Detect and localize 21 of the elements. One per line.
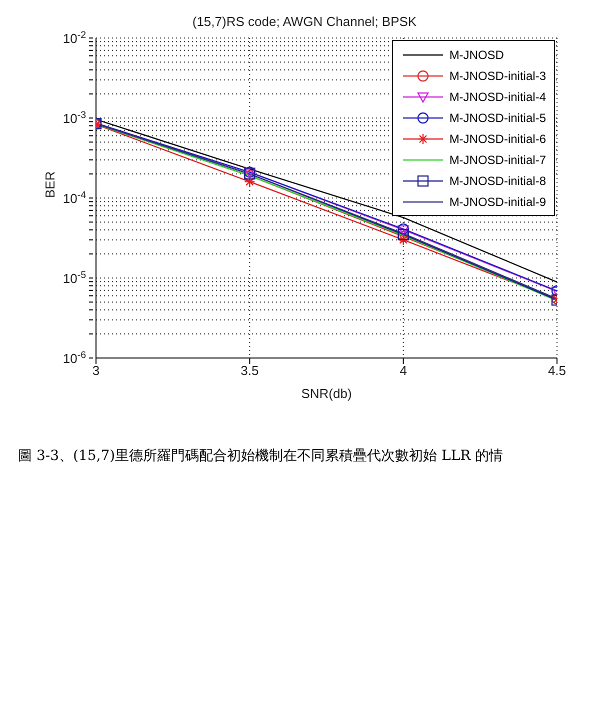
legend-label: M-JNOSD-initial-9 — [449, 194, 546, 208]
legend-label: M-JNOSD-initial-8 — [449, 174, 546, 188]
y-axis-title: BER — [42, 171, 58, 198]
chart-title: (15,7)RS code; AWGN Channel; BPSK — [192, 14, 417, 29]
y-tick-label: 10$^{-5}$ — [62, 270, 87, 286]
legend-label: M-JNOSD-initial-4 — [449, 90, 546, 104]
y-tick-label: 10$^{-2}$ — [62, 30, 86, 46]
legend-label: M-JNOSD-initial-7 — [449, 152, 546, 166]
legend-label: M-JNOSD — [449, 48, 504, 62]
caption: 圖 3-3、(15,7)里德所羅門碼配合初始機制在不同累積疊代次數初始 LLR 的情 — [17, 447, 504, 466]
legend-label: M-JNOSD-initial-3 — [449, 68, 546, 82]
x-tick-label: 3.5 — [240, 363, 259, 378]
x-tick-label: 3 — [92, 363, 100, 378]
x-axis-title: SNR(db) — [301, 386, 352, 401]
x-tick-label: 4.5 — [548, 363, 566, 378]
x-tick-label: 4 — [400, 363, 407, 378]
legend-label: M-JNOSD-initial-6 — [449, 132, 546, 146]
y-tick-label: 10$^{-6}$ — [62, 350, 86, 366]
y-tick-label: 10$^{-3}$ — [62, 110, 86, 126]
legend-label: M-JNOSD-initial-5 — [449, 110, 546, 124]
y-tick-label: 10$^{-4}$ — [62, 190, 87, 206]
